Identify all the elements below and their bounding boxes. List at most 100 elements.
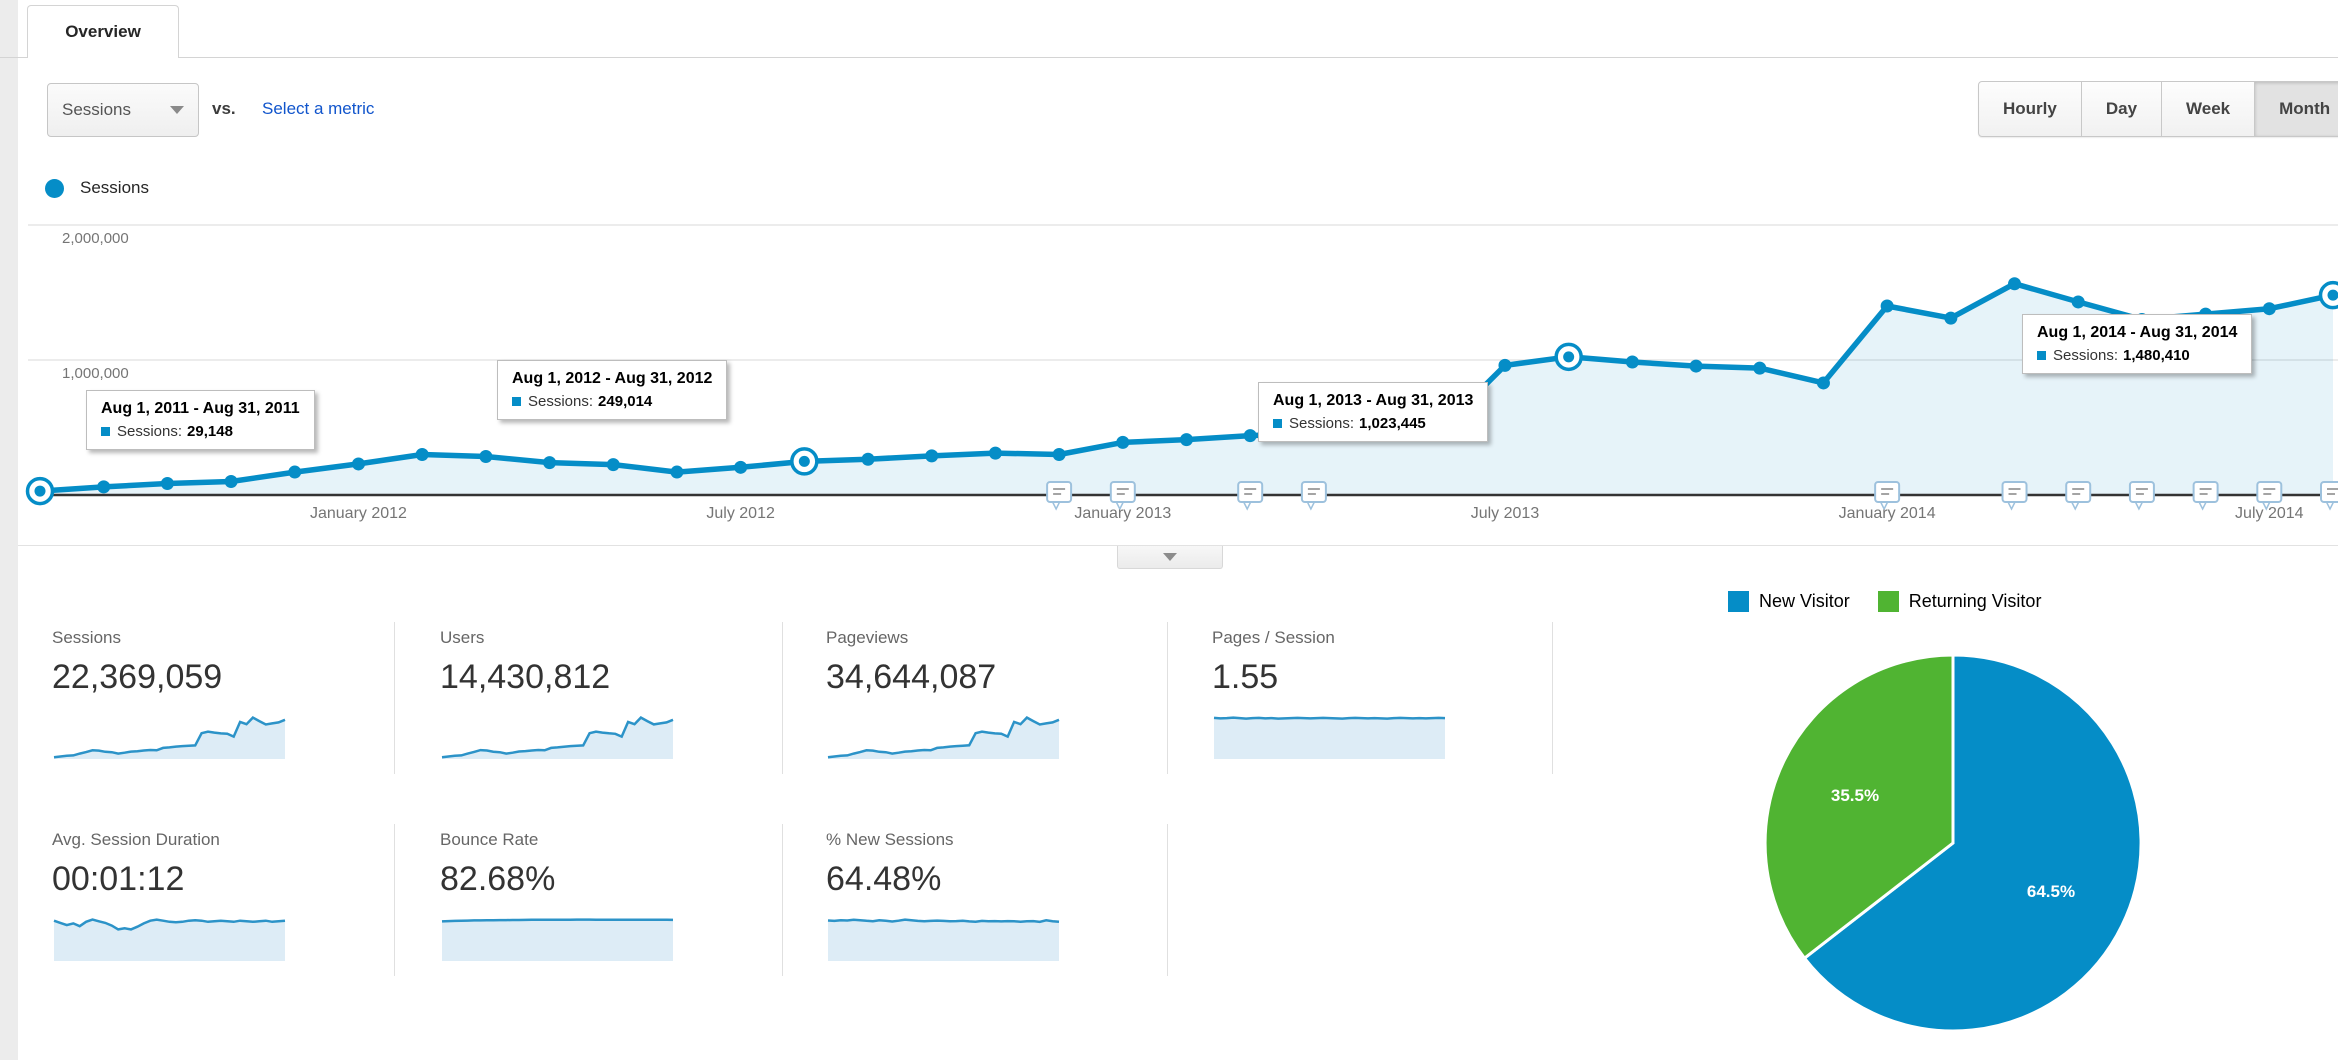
data-point[interactable] <box>1753 361 1767 375</box>
series-color-swatch-icon <box>512 397 521 406</box>
granularity-hourly-button[interactable]: Hourly <box>1978 81 2082 137</box>
granularity-day-button[interactable]: Day <box>2081 81 2163 137</box>
data-point[interactable] <box>160 477 174 491</box>
tooltip-metric-row: Sessions: 249,014 <box>512 393 712 410</box>
scorecard-value: 64.48% <box>826 860 942 898</box>
x-axis-tick-label: July 2012 <box>706 505 775 522</box>
data-point[interactable] <box>1180 433 1193 447</box>
scorecard-pages-session[interactable]: Pages / Session 1.55 <box>1212 628 1512 761</box>
x-axis-tick-label: January 2014 <box>1838 505 1936 522</box>
annotation-flag-icon[interactable] <box>1046 481 1073 511</box>
chevron-down-icon <box>170 106 184 114</box>
granularity-week-button[interactable]: Week <box>2162 81 2256 137</box>
data-point[interactable] <box>288 465 302 479</box>
select-a-metric-link[interactable]: Select a metric <box>262 99 375 118</box>
x-axis-tick-label: January 2013 <box>1074 505 1172 522</box>
data-point[interactable] <box>2008 277 2022 291</box>
annotation-flag-icon[interactable] <box>1874 481 1901 511</box>
x-axis-tick-label: January 2012 <box>309 505 407 522</box>
tab-bar-divider <box>0 57 2338 58</box>
scorecard--new-sessions[interactable]: % New Sessions 64.48% <box>826 830 1126 963</box>
data-point[interactable] <box>543 456 557 470</box>
scorecard-value: 22,369,059 <box>52 658 223 696</box>
scorecard-sessions[interactable]: Sessions 22,369,059 <box>52 628 352 761</box>
data-point[interactable] <box>97 480 111 494</box>
granularity-month-button[interactable]: Month <box>2255 81 2338 137</box>
pie-slice-new-visitor[interactable] <box>1802 653 2143 1033</box>
annotation-flag-icon[interactable] <box>2001 481 2028 511</box>
data-point[interactable] <box>1625 355 1639 369</box>
scorecard-users[interactable]: Users 14,430,812 <box>440 628 740 761</box>
data-point[interactable] <box>1689 359 1703 373</box>
data-point[interactable] <box>2262 302 2276 316</box>
data-point[interactable] <box>1052 448 1066 461</box>
highlighted-data-point[interactable] <box>2318 280 2338 310</box>
annotation-flag-icon[interactable] <box>2256 481 2283 511</box>
tooltip-date-range: Aug 1, 2012 - Aug 31, 2012 <box>512 370 713 387</box>
tooltip-date-range: Aug 1, 2014 - Aug 31, 2014 <box>2037 324 2238 341</box>
scorecard-label: Sessions <box>52 628 121 647</box>
tooltip-date-range: Aug 1, 2013 - Aug 31, 2013 <box>1273 392 1474 409</box>
scorecard-divider <box>782 824 783 976</box>
chart-tooltip: Aug 1, 2013 - Aug 31, 2013 Sessions: 1,023… <box>1258 382 1489 442</box>
scorecard-divider <box>1167 824 1168 976</box>
data-point[interactable] <box>734 460 748 474</box>
highlighted-data-point[interactable] <box>1554 342 1583 372</box>
data-point[interactable] <box>224 475 238 488</box>
data-point[interactable] <box>1880 299 1894 313</box>
scorecard-bounce-rate[interactable]: Bounce Rate 82.68% <box>440 830 740 963</box>
annotation-flag-icon[interactable] <box>2128 481 2155 511</box>
annotation-flag-icon[interactable] <box>1237 481 1264 511</box>
data-point[interactable] <box>1498 358 1512 372</box>
data-point[interactable] <box>2071 295 2085 309</box>
scorecard-pageviews[interactable]: Pageviews 34,644,087 <box>826 628 1126 761</box>
annotation-flag-icon[interactable] <box>2065 481 2092 511</box>
metric-selector-value: Sessions <box>62 100 131 119</box>
data-point[interactable] <box>988 446 1002 460</box>
chart-tooltip: Aug 1, 2011 - Aug 31, 2011 Sessions: 29,14… <box>86 390 315 450</box>
annotation-flag-icon[interactable] <box>2320 481 2338 511</box>
scorecard-value: 82.68% <box>440 860 556 898</box>
scorecard-divider <box>1552 622 1553 774</box>
caret-down-icon <box>1163 553 1177 561</box>
data-point[interactable] <box>1116 435 1130 449</box>
annotation-flag-icon[interactable] <box>2192 481 2219 511</box>
data-point[interactable] <box>606 458 620 472</box>
visitor-type-pie-chart[interactable]: 64.5% 35.5% <box>1740 626 2170 1058</box>
pie-slice-percentage-label: 35.5% <box>1831 786 1879 805</box>
data-point[interactable] <box>351 457 365 471</box>
highlighted-data-point[interactable] <box>790 447 819 476</box>
sessions-line-chart-svg <box>25 224 2338 511</box>
data-point[interactable] <box>670 465 684 479</box>
scorecard-sparkline <box>53 918 286 961</box>
tooltip-metric-label: Sessions: <box>528 393 594 410</box>
tooltip-metric-label: Sessions: <box>1289 415 1355 432</box>
data-point[interactable] <box>1944 311 1958 325</box>
tooltip-metric-label: Sessions: <box>2053 347 2119 364</box>
data-point[interactable] <box>415 448 429 461</box>
scorecard-label: Pages / Session <box>1212 628 1335 647</box>
annotation-flag-icon[interactable] <box>1300 481 1327 511</box>
scorecard-label: Users <box>440 628 485 647</box>
annotations-drawer-toggle[interactable] <box>1117 546 1223 569</box>
scorecard-avg-session-duration[interactable]: Avg. Session Duration 00:01:12 <box>52 830 352 963</box>
data-point[interactable] <box>1243 429 1257 443</box>
scorecard-sparkline <box>441 716 674 759</box>
scorecard-divider <box>1167 622 1168 774</box>
scorecard-divider <box>394 622 395 774</box>
annotation-flag-icon[interactable] <box>1109 481 1136 511</box>
highlighted-data-point[interactable] <box>25 476 55 506</box>
data-point[interactable] <box>925 449 939 463</box>
metric-selector-dropdown[interactable]: Sessions <box>47 83 199 137</box>
page-left-margin <box>0 0 18 1060</box>
data-point[interactable] <box>1816 376 1830 390</box>
series-area-fill <box>40 283 2333 495</box>
data-point[interactable] <box>861 452 875 466</box>
data-point[interactable] <box>479 450 493 464</box>
annotations-drawer-divider <box>18 545 2338 546</box>
pie-slice-returning-visitor[interactable] <box>1763 653 1955 961</box>
tooltip-metric-row: Sessions: 29,148 <box>101 423 300 440</box>
sessions-line-chart[interactable] <box>0 0 2338 620</box>
tab-overview[interactable]: Overview <box>27 5 179 59</box>
